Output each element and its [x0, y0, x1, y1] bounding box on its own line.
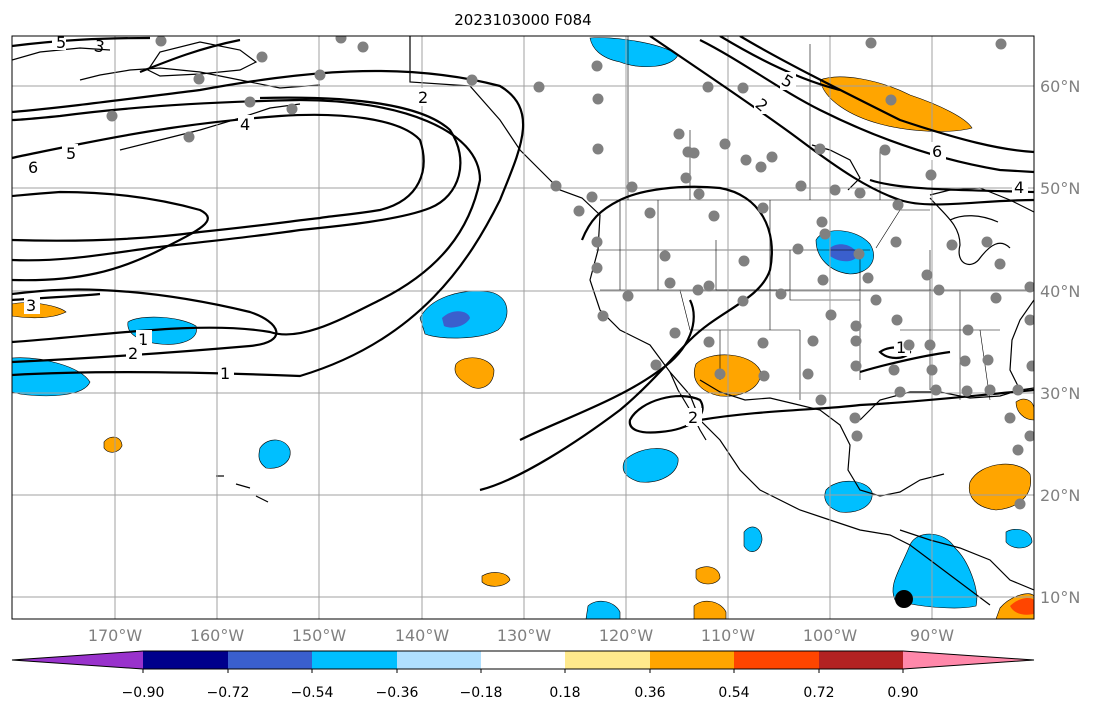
contour-label: 4 [1014, 178, 1024, 197]
colorbar-tick-label: −0.36 [376, 685, 419, 701]
contour-label: 3 [93, 36, 106, 56]
contour-label: 2 [688, 408, 698, 427]
strong-positive-cores [1010, 598, 1034, 615]
map-frame [11, 35, 1035, 620]
colorbar-segment [312, 651, 397, 669]
contour-lines [12, 36, 1034, 492]
colorbar: −0.90 −0.72 −0.54 −0.36 −0.18 0.18 0.36 … [11, 650, 1035, 701]
lat-label: 20°N [1040, 486, 1080, 505]
station-markers [106, 36, 1034, 510]
colorbar-segment [397, 651, 481, 669]
map-title: 2023103000 F084 [454, 11, 591, 29]
strong-negative-cores [442, 244, 858, 328]
lon-label: 150°W [292, 626, 347, 645]
colorbar-segment [565, 651, 650, 669]
colorbar-tick-label: 0.72 [803, 685, 834, 701]
colorbar-segment [650, 651, 734, 669]
colorbar-tick-label: −0.72 [207, 685, 250, 701]
colorbar-segment [143, 651, 228, 669]
contour-label: 6 [28, 158, 38, 177]
contour-label: 1 [896, 338, 906, 357]
positive-anomaly-areas [12, 76, 1034, 619]
contour-label: 3 [26, 296, 36, 315]
lon-label: 100°W [803, 626, 858, 645]
contour-label: 1 [220, 364, 230, 383]
lon-label: 90°W [910, 626, 954, 645]
map-area: 5 3 2 4 5 6 3 1 2 1 2 1 6 4 [12, 33, 1034, 619]
lon-label: 130°W [497, 626, 552, 645]
storm-center-marker [895, 590, 913, 608]
colorbar-tick-label: 0.36 [634, 685, 665, 701]
contour-label: 4 [240, 115, 250, 134]
colorbar-tick-label: 0.18 [549, 685, 580, 701]
lat-label: 30°N [1040, 384, 1080, 403]
lon-label: 110°W [701, 626, 756, 645]
state-borders [596, 36, 1034, 401]
contour-label: 5 [66, 144, 76, 163]
lon-label: 120°W [599, 626, 654, 645]
contour-label: 6 [932, 142, 942, 161]
contour-labels: 5 3 2 4 5 6 3 1 2 1 2 1 6 4 [24, 33, 1028, 427]
lat-label: 50°N [1040, 179, 1080, 198]
colorbar-tick-label: 0.90 [887, 685, 918, 701]
colorbar-tick-label: 0.54 [718, 685, 749, 701]
contour-label: 5 [56, 33, 66, 52]
contour-label: 2 [128, 344, 138, 363]
colorbar-tick-label: −0.54 [291, 685, 334, 701]
colorbar-segment [481, 651, 565, 669]
colorbar-extend-low [12, 651, 143, 669]
lat-label: 10°N [1040, 588, 1080, 607]
colorbar-segment [819, 651, 903, 669]
lon-label: 170°W [88, 626, 143, 645]
colorbar-tick-label: −0.90 [122, 685, 165, 701]
colorbar-segment [734, 651, 819, 669]
graticule [12, 36, 1034, 619]
colorbar-tick-label: −0.18 [460, 685, 503, 701]
longitude-labels: 170°W 160°W 150°W 140°W 130°W 120°W 110°… [88, 626, 954, 645]
contour-label: 1 [138, 330, 148, 349]
lat-label: 40°N [1040, 282, 1080, 301]
colorbar-segment [228, 651, 312, 669]
lat-label: 60°N [1040, 77, 1080, 96]
contour-label: 2 [418, 88, 428, 107]
lon-label: 140°W [395, 626, 450, 645]
latitude-labels: 60°N 50°N 40°N 30°N 20°N 10°N [1040, 77, 1080, 607]
lon-label: 160°W [190, 626, 245, 645]
colorbar-extend-high [903, 651, 1034, 669]
